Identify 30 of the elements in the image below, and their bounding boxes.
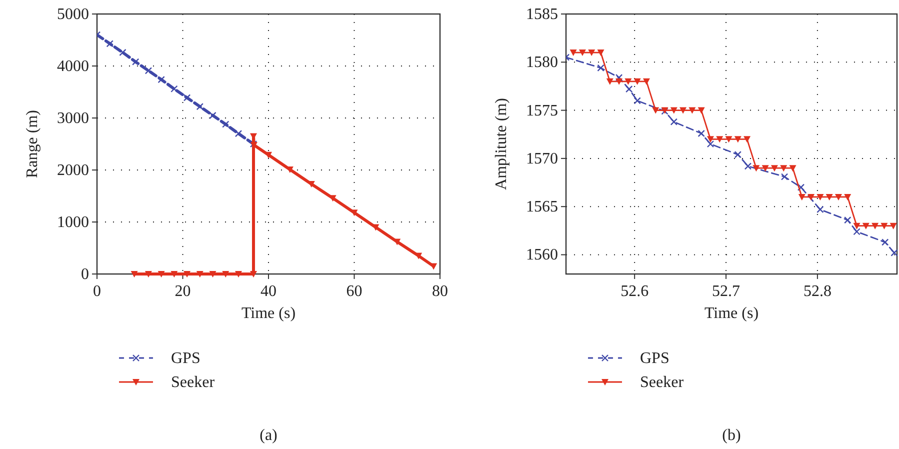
y-tick-label: 5000	[57, 6, 89, 23]
x-tick-label: 52.7	[712, 283, 740, 300]
x-tick-label: 80	[432, 283, 448, 300]
x-tick-label: 52.8	[803, 283, 832, 300]
x-tick-label: 40	[260, 283, 276, 300]
y-tick-label: 3000	[57, 110, 89, 127]
y-tick-label: 1570	[526, 150, 558, 168]
y-tick-label: 1000	[57, 214, 89, 231]
y-axis-title: Amplitute (m)	[493, 98, 510, 190]
legend-label: Seeker	[171, 374, 216, 391]
x-tick-label: 0	[93, 283, 101, 300]
y-tick-label: 1585	[526, 6, 558, 23]
y-tick-label: 1565	[526, 198, 558, 216]
x-axis-title: Time (s)	[704, 305, 759, 322]
y-tick-label: 0	[81, 266, 89, 283]
x-tick-label: 60	[346, 283, 362, 300]
x-axis-title: Time (s)	[241, 305, 296, 322]
text: (b)	[722, 427, 741, 444]
legend-label: GPS	[171, 350, 200, 367]
y-tick-label: 2000	[57, 162, 89, 179]
y-tick-label: 1575	[526, 102, 558, 120]
y-tick-label: 4000	[57, 58, 89, 75]
text: (a)	[260, 427, 278, 444]
x-tick-label: 52.6	[620, 283, 649, 300]
y-tick-label: 1560	[526, 246, 558, 264]
x-tick-label: 20	[174, 283, 191, 300]
legend-label: Seeker	[640, 374, 684, 391]
y-tick-label: 1580	[526, 54, 558, 72]
y-axis-title: Range (m)	[24, 110, 41, 178]
legend-label: GPS	[640, 350, 670, 367]
